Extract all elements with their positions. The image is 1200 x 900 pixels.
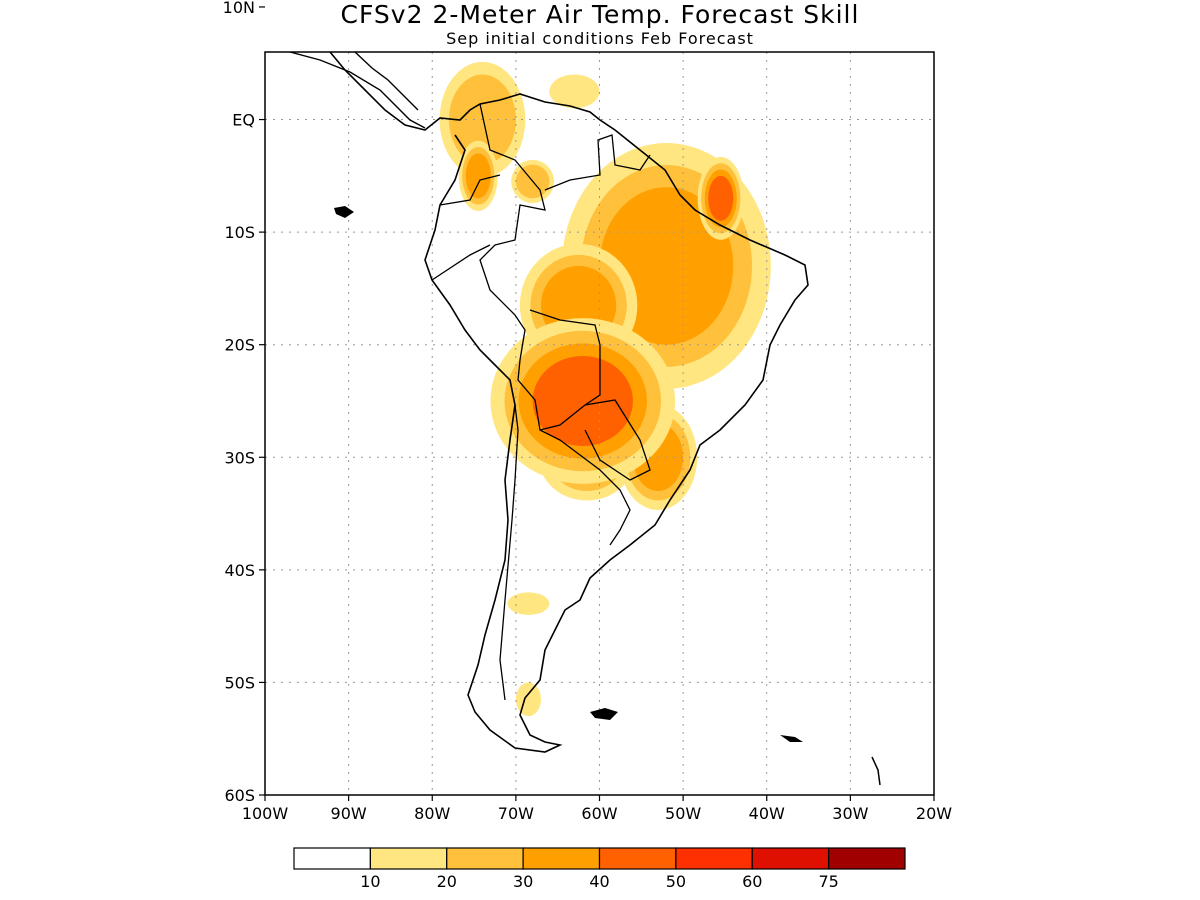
lon-tick-label: 80W bbox=[414, 804, 450, 823]
colorbar-swatch bbox=[675, 847, 753, 870]
lon-tick-label: 70W bbox=[498, 804, 534, 823]
skill-region-patagonia-north-level-1 bbox=[507, 592, 550, 615]
colorbar-label: 75 bbox=[818, 872, 838, 891]
lon-tick-label: 40W bbox=[749, 804, 785, 823]
map-title: CFSv2 2-Meter Air Temp. Forecast Skill bbox=[340, 0, 860, 29]
caribbean-coastline bbox=[354, 52, 419, 111]
lon-tick-label: 90W bbox=[331, 804, 367, 823]
lat-tick-label: 10S bbox=[224, 223, 255, 242]
colorbar-swatch bbox=[293, 847, 371, 870]
lon-tick-label: 50W bbox=[665, 804, 701, 823]
skill-region-venezuela-south-level-1 bbox=[549, 74, 600, 109]
colorbar-label: 10 bbox=[360, 872, 380, 891]
south-america-coastline bbox=[329, 52, 809, 753]
lat-tick-label: 30S bbox=[224, 448, 255, 467]
colorbar-swatch bbox=[598, 847, 677, 870]
colorbar-swatch bbox=[751, 847, 830, 870]
skill-region-tierra-del-fuego-level-1 bbox=[515, 682, 541, 717]
colorbar-swatch bbox=[828, 847, 906, 870]
falkland-islands bbox=[590, 708, 618, 720]
sandwich-islands bbox=[871, 756, 881, 786]
lon-tick-label: 30W bbox=[832, 804, 868, 823]
south-georgia bbox=[780, 735, 803, 742]
country-borders bbox=[431, 103, 651, 701]
lat-tick-label: 50S bbox=[224, 673, 255, 692]
lon-tick-label: 100W bbox=[242, 804, 289, 823]
lon-tick-label: 60W bbox=[581, 804, 617, 823]
colorbar-label: 20 bbox=[437, 872, 457, 891]
colorbar-label: 60 bbox=[742, 872, 762, 891]
lat-tick-label: 40S bbox=[224, 561, 255, 580]
colorbar-label: 30 bbox=[513, 872, 533, 891]
lat-tick-label: EQ bbox=[232, 111, 255, 130]
skill-shading bbox=[439, 61, 771, 717]
coastlines bbox=[289, 52, 881, 786]
lat-tick-label: 60S bbox=[224, 786, 255, 805]
colorbar-swatch bbox=[446, 847, 524, 870]
skill-region-brazil-northeast-level-4 bbox=[708, 175, 734, 221]
colorbar-swatch bbox=[522, 847, 601, 870]
colorbar-label: 40 bbox=[589, 872, 609, 891]
lon-tick-label: 20W bbox=[916, 804, 952, 823]
lat-tick-label: 20S bbox=[224, 336, 255, 355]
colorbar-label: 50 bbox=[666, 872, 686, 891]
skill-region-chaco-level-4 bbox=[532, 355, 633, 447]
skill-region-peru-north-level-3 bbox=[465, 153, 491, 199]
map-subtitle: Sep initial conditions Feb Forecast bbox=[446, 29, 754, 48]
central-america-coastline bbox=[289, 52, 426, 129]
colorbar-swatch bbox=[369, 847, 448, 870]
galapagos bbox=[334, 206, 354, 218]
color-legend: 10 20 30 40 50 60 75 bbox=[293, 847, 906, 891]
lat-tick-label: 10N bbox=[223, 0, 255, 17]
